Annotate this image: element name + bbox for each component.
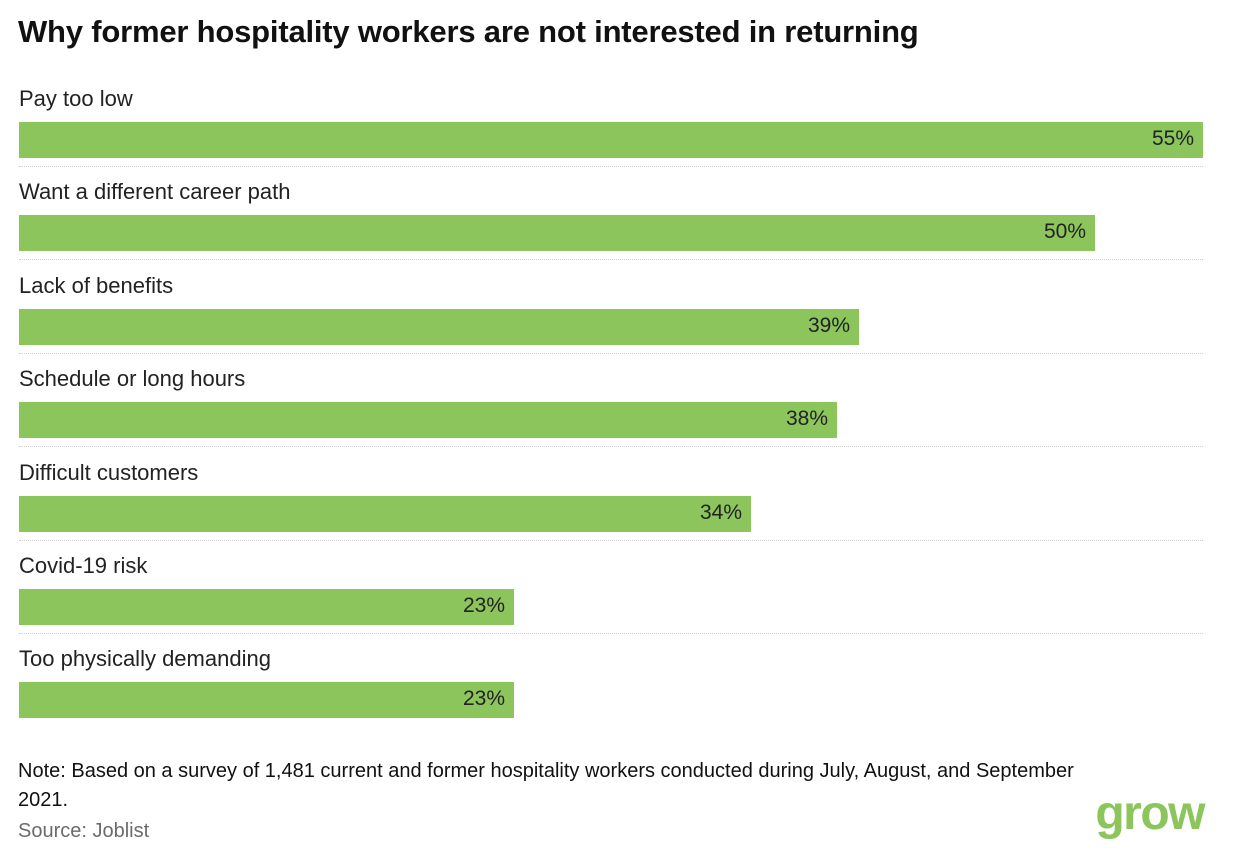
bar-row: Lack of benefits 39% — [19, 267, 1203, 360]
bar-value-label: 50% — [1043, 220, 1086, 243]
row-divider — [19, 446, 1203, 447]
bar: 38% — [19, 402, 837, 438]
category-label: Want a different career path — [19, 179, 291, 204]
chart-source: Source: Joblist — [18, 820, 150, 842]
bar-chart: Pay too low 55% Want a different career pa… — [19, 80, 1203, 735]
chart-note: Note: Based on a survey of 1,481 current… — [18, 760, 1074, 811]
chart-title: Why former hospitality workers are not i… — [18, 14, 919, 49]
category-label: Schedule or long hours — [19, 366, 246, 391]
bar-row: Pay too low 55% — [19, 80, 1203, 173]
category-label: Pay too low — [19, 86, 133, 111]
bar-row: Want a different career path 50% — [19, 173, 1203, 266]
category-label: Too physically demanding — [19, 646, 271, 671]
bar: 34% — [19, 496, 751, 532]
row-divider — [19, 353, 1203, 354]
bar: 50% — [19, 215, 1095, 251]
bar-value-label: 55% — [1151, 127, 1194, 150]
bar-row: Schedule or long hours 38% — [19, 360, 1203, 453]
category-label: Covid-19 risk — [19, 553, 148, 578]
bar-value-label: 23% — [462, 594, 505, 617]
row-divider — [19, 633, 1203, 634]
category-label: Lack of benefits — [19, 273, 174, 298]
bar-row: Too physically demanding 23% — [19, 640, 1203, 733]
row-divider — [19, 540, 1203, 541]
bar-row: Difficult customers 34% — [19, 454, 1203, 547]
bar: 39% — [19, 309, 859, 345]
row-divider — [19, 259, 1203, 260]
bar: 23% — [19, 682, 514, 718]
category-label: Difficult customers — [19, 460, 199, 485]
bar: 23% — [19, 589, 514, 625]
bar-value-label: 23% — [462, 687, 505, 710]
bar-row: Covid-19 risk 23% — [19, 547, 1203, 640]
bar-value-label: 38% — [785, 407, 828, 430]
grow-logo: grow — [1095, 787, 1205, 840]
bar: 55% — [19, 122, 1203, 158]
bar-value-label: 34% — [699, 501, 742, 524]
bar-value-label: 39% — [807, 314, 850, 337]
row-divider — [19, 166, 1203, 167]
